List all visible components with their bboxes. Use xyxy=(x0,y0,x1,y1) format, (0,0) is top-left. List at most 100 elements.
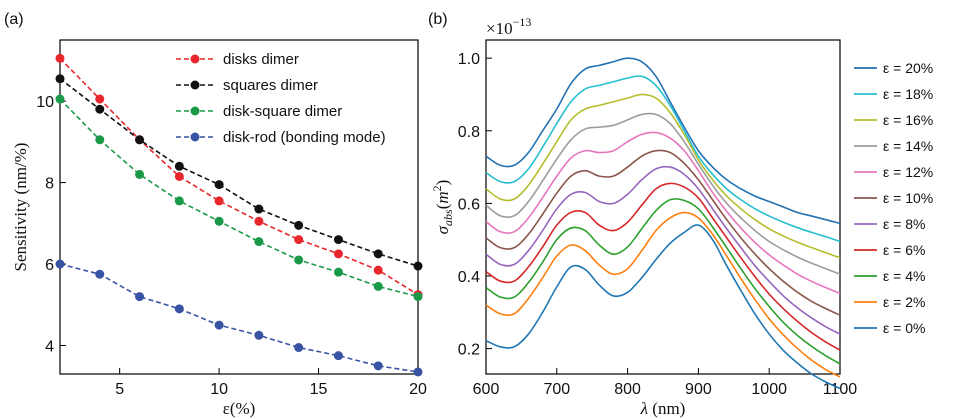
absorption-series-line xyxy=(485,57,841,225)
sensitivity-legend-marker xyxy=(190,132,200,142)
absorption-series-line xyxy=(485,131,841,295)
absorption-series-line xyxy=(485,224,841,390)
sensitivity-legend: disks dimer squares dimer disk-square dime… xyxy=(176,51,386,146)
sensitivity-series-line xyxy=(59,57,419,296)
absorption-legend-label: ε = 10% xyxy=(883,190,933,206)
sensitivity-series xyxy=(55,94,423,302)
absorption-x-axis-title: λ (nm) xyxy=(640,399,686,418)
sensitivity-data-point xyxy=(373,361,383,371)
sensitivity-data-point xyxy=(254,330,264,340)
sensitivity-y-tick-label: 6 xyxy=(45,257,54,274)
absorption-x-tick-label: 1000 xyxy=(751,381,787,398)
sensitivity-y-axis-title: Sensitivity (nm/%) xyxy=(11,143,30,272)
absorption-y-tick-label: 1.0 xyxy=(458,51,480,68)
sensitivity-data-point xyxy=(254,204,264,214)
absorption-legend-label: ε = 0% xyxy=(883,320,925,336)
absorption-legend-label: ε = 16% xyxy=(883,112,933,128)
sensitivity-data-point xyxy=(174,161,184,171)
sensitivity-plot-frame xyxy=(59,39,419,375)
absorption-y-tick-label: 0.4 xyxy=(458,269,480,286)
sensitivity-legend-marker xyxy=(190,80,200,90)
absorption-legend: ε = 20% ε = 18% ε = 16% ε = 14% ε = 12% ε = 1… xyxy=(854,60,933,336)
sensitivity-legend-label: disk-rod (bonding mode) xyxy=(223,129,386,146)
sensitivity-series-line xyxy=(59,98,419,298)
sensitivity-x-tick-label: 5 xyxy=(115,381,124,398)
sensitivity-data-point xyxy=(294,343,304,353)
absorption-y-tick-label: 0.2 xyxy=(458,342,480,359)
sensitivity-series xyxy=(55,259,423,377)
panel-a-label: (a) xyxy=(4,11,24,28)
sensitivity-legend-label: disks dimer xyxy=(223,51,299,68)
sensitivity-data-point xyxy=(174,304,184,314)
absorption-legend-label: ε = 12% xyxy=(883,164,933,180)
absorption-x-tick-label: 700 xyxy=(543,381,570,398)
sensitivity-x-tick-label: 20 xyxy=(409,381,427,398)
sensitivity-y-tick-label: 10 xyxy=(36,94,54,111)
sensitivity-data-point xyxy=(95,135,105,145)
absorption-series-line xyxy=(485,211,841,378)
sensitivity-data-point xyxy=(95,269,105,279)
absorption-legend-label: ε = 18% xyxy=(883,86,933,102)
sensitivity-y-tick-label: 8 xyxy=(45,176,54,193)
sensitivity-data-point xyxy=(294,255,304,265)
panel-b-label: (b) xyxy=(428,11,448,28)
sensitivity-data-point xyxy=(55,53,65,63)
absorption-y-tick-label: 0.8 xyxy=(458,124,480,141)
sensitivity-data-point xyxy=(333,235,343,245)
absorption-series-line xyxy=(485,149,841,316)
sensitivity-data-point xyxy=(55,259,65,269)
sensitivity-series xyxy=(55,74,423,271)
absorption-series-line xyxy=(485,165,841,335)
absorption-legend-label: ε = 8% xyxy=(883,216,925,232)
sensitivity-data-point xyxy=(135,135,145,145)
sensitivity-data-point xyxy=(373,281,383,291)
absorption-series-line xyxy=(485,93,841,259)
sensitivity-data-point xyxy=(254,216,264,226)
sensitivity-data-point xyxy=(214,196,224,206)
sensitivity-legend-marker xyxy=(190,106,200,116)
sensitivity-legend-label: disk-square dimer xyxy=(223,103,342,120)
sensitivity-data-point xyxy=(214,216,224,226)
sensitivity-data-point xyxy=(413,292,423,302)
sensitivity-data-point xyxy=(135,292,145,302)
sensitivity-data-point xyxy=(333,249,343,259)
sensitivity-data-point xyxy=(214,320,224,330)
absorption-plot-frame xyxy=(485,39,841,375)
sensitivity-data-point xyxy=(373,249,383,259)
sensitivity-data-point xyxy=(95,104,105,114)
absorption-legend-label: ε = 6% xyxy=(883,242,925,258)
absorption-x-tick-label: 900 xyxy=(685,381,712,398)
absorption-legend-label: ε = 20% xyxy=(883,60,933,76)
sensitivity-legend-marker xyxy=(190,54,200,64)
sensitivity-data-point xyxy=(174,171,184,181)
sensitivity-data-point xyxy=(333,351,343,361)
sensitivity-data-point xyxy=(95,94,105,104)
absorption-legend-label: ε = 2% xyxy=(883,294,925,310)
absorption-legend-label: ε = 14% xyxy=(883,138,933,154)
sensitivity-data-point xyxy=(55,74,65,84)
sensitivity-x-axis-title: ε(%) xyxy=(223,399,256,418)
absorption-x-tick-label: 600 xyxy=(473,381,500,398)
sensitivity-y-tick-label: 4 xyxy=(45,338,54,355)
sensitivity-data-point xyxy=(413,261,423,271)
sensitivity-data-point xyxy=(294,220,304,230)
sensitivity-series-line xyxy=(59,263,419,373)
sensitivity-data-point xyxy=(413,367,423,377)
absorption-series-line xyxy=(485,112,841,275)
absorption-legend-label: ε = 4% xyxy=(883,268,925,284)
absorption-series-line xyxy=(485,198,841,365)
sensitivity-data-point xyxy=(333,267,343,277)
absorption-y-axis-title: σabs(m2) xyxy=(430,180,455,235)
y-axis-multiplier: ×10−13 xyxy=(486,15,531,38)
sensitivity-series-line xyxy=(59,78,419,267)
sensitivity-legend-label: squares dimer xyxy=(223,77,318,94)
sensitivity-x-tick-label: 10 xyxy=(210,381,228,398)
sensitivity-data-point xyxy=(135,169,145,179)
sensitivity-data-point xyxy=(254,237,264,247)
absorption-series-line xyxy=(485,182,841,351)
sensitivity-data-point xyxy=(55,94,65,104)
absorption-series-line xyxy=(485,75,841,243)
